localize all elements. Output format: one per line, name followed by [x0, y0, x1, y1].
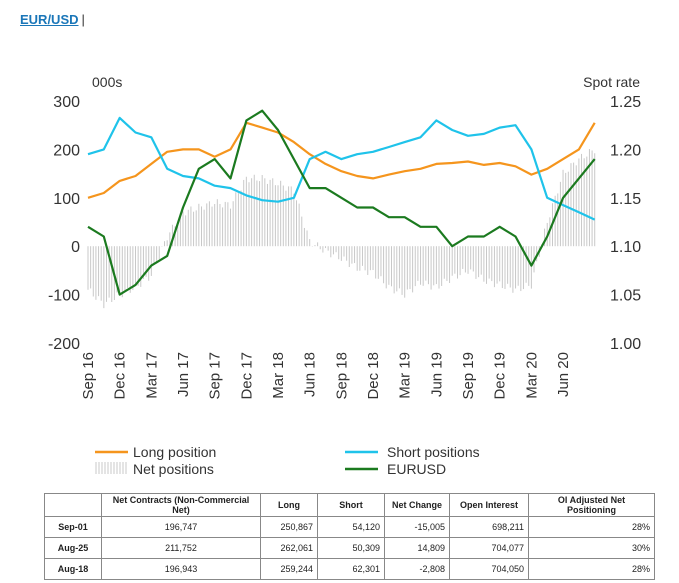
cot-table: Net Contracts (Non-Commercial Net) Long …	[44, 493, 655, 580]
table-header-cell: Net Contracts (Non-Commercial Net)	[101, 493, 261, 517]
left-axis-unit: 000s	[92, 74, 122, 90]
table-header-cell: OI Adjusted Net Positioning	[528, 493, 655, 517]
table-row: Sep-01 196,747 250,867 54,120 -15,005 69…	[44, 516, 655, 538]
table-cell: 28%	[528, 558, 655, 580]
eurusd-link[interactable]: EUR/USD	[20, 12, 79, 27]
legend: Long position Net positions Short positi…	[95, 444, 480, 477]
x-tick-label: Jun 20	[555, 352, 572, 397]
table-header-cell: Long	[260, 493, 318, 517]
x-tick-label: Dec 17	[238, 352, 255, 400]
x-tick-label: Jun 18	[302, 352, 319, 397]
table-row: Aug-18 196,943 259,244 62,301 -2,808 704…	[44, 558, 655, 580]
table-cell: 28%	[528, 516, 655, 538]
table-cell: 50,309	[317, 537, 385, 559]
left-tick-label: 100	[53, 191, 80, 208]
axes-group: 300 200 100 0 -100 -200 1.25 1.20 1.15 1.10 1.05 1.…	[48, 94, 641, 400]
table-header-row: Net Contracts (Non-Commercial Net) Long …	[44, 493, 655, 517]
table-cell: 250,867	[260, 516, 318, 538]
table-cell: 54,120	[317, 516, 385, 538]
left-tick-label: 0	[71, 239, 80, 256]
left-tick-label: -200	[48, 336, 80, 353]
x-tick-label: Sep 16	[80, 352, 97, 400]
legend-label-short: Short positions	[387, 444, 480, 460]
table-cell: 704,077	[449, 537, 529, 559]
long-position-line	[87, 121, 596, 199]
table-cell: -2,808	[384, 558, 450, 580]
table-header-cell	[44, 493, 102, 517]
table-header-cell: Net Change	[384, 493, 450, 517]
table-header-cell: Open Interest	[449, 493, 529, 517]
x-tick-label: Dec 16	[112, 352, 129, 400]
right-tick-label: 1.05	[610, 288, 641, 305]
x-tick-label: Mar 18	[270, 352, 287, 399]
table-header-cell: Short	[317, 493, 385, 517]
legend-label-eurusd: EURUSD	[387, 461, 446, 477]
table-cell-date: Sep-01	[44, 516, 102, 538]
table-cell: 196,747	[101, 516, 261, 538]
table-row: Aug-25 211,752 262,061 50,309 14,809 704…	[44, 537, 655, 559]
right-tick-label: 1.10	[610, 239, 641, 256]
table-cell-date: Aug-25	[44, 537, 102, 559]
right-tick-label: 1.15	[610, 191, 641, 208]
left-tick-label: -100	[48, 288, 80, 305]
left-tick-label: 200	[53, 142, 80, 159]
net-bars-group	[87, 149, 596, 309]
series-lines-group	[87, 109, 596, 296]
legend-swatch-net	[95, 462, 127, 474]
header-bar: EUR/USD |	[20, 12, 85, 27]
right-axis-label: Spot rate	[583, 74, 640, 90]
table-cell: 704,050	[449, 558, 529, 580]
x-tick-label: Sep 19	[460, 352, 477, 400]
header-separator: |	[81, 12, 85, 27]
table-cell: 259,244	[260, 558, 318, 580]
table-cell: 262,061	[260, 537, 318, 559]
x-tick-label: Mar 19	[397, 352, 414, 399]
x-tick-label: Jun 19	[428, 352, 445, 397]
table-cell: 211,752	[101, 537, 261, 559]
right-tick-label: 1.20	[610, 142, 641, 159]
table-cell: 698,211	[449, 516, 529, 538]
eurusd-line	[87, 109, 596, 296]
x-tick-label: Dec 18	[365, 352, 382, 400]
legend-label-long: Long position	[133, 444, 216, 460]
x-tick-label: Dec 19	[492, 352, 509, 400]
right-tick-label: 1.00	[610, 336, 641, 353]
table-cell: -15,005	[384, 516, 450, 538]
positioning-chart: 300 200 100 0 -100 -200 1.25 1.20 1.15 1.10 1.05 1.…	[48, 74, 641, 477]
x-tick-label: Jun 17	[175, 352, 192, 397]
x-tick-label: Mar 17	[143, 352, 160, 399]
table-cell-date: Aug-18	[44, 558, 102, 580]
x-tick-label: Sep 18	[333, 352, 350, 400]
table-cell: 196,943	[101, 558, 261, 580]
left-tick-label: 300	[53, 94, 80, 111]
table-cell: 14,809	[384, 537, 450, 559]
table-cell: 30%	[528, 537, 655, 559]
table-cell: 62,301	[317, 558, 385, 580]
legend-label-net: Net positions	[133, 461, 214, 477]
short-positions-line	[87, 116, 596, 221]
right-tick-label: 1.25	[610, 94, 641, 111]
x-tick-label: Mar 20	[523, 352, 540, 399]
x-tick-label: Sep 17	[207, 352, 224, 400]
